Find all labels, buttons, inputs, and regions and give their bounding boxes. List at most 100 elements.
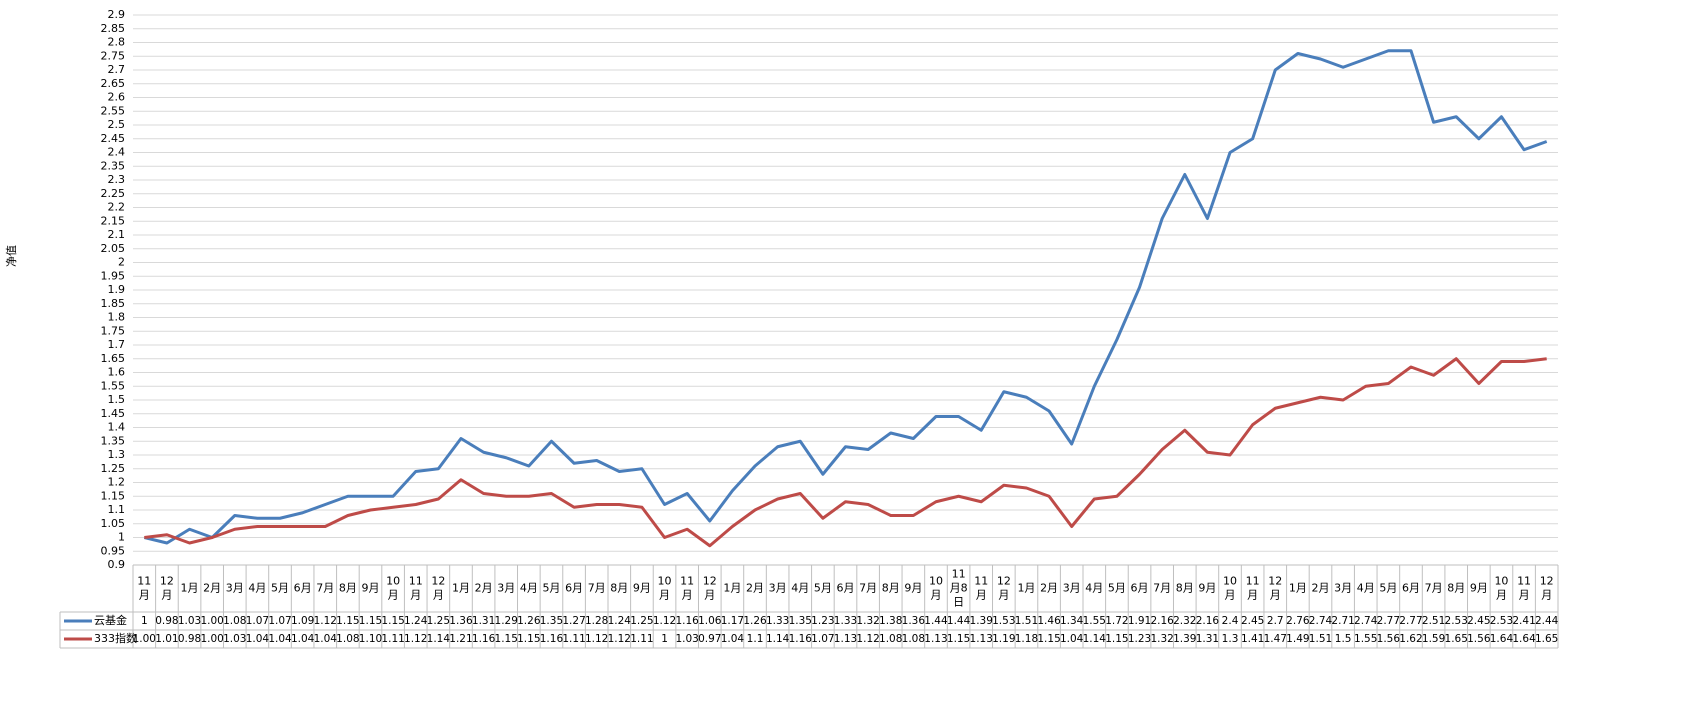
table-value: 1.12 bbox=[404, 633, 427, 645]
table-value: 1.31 bbox=[1196, 633, 1219, 645]
table-value: 1.04 bbox=[1060, 633, 1084, 645]
x-tick-label: 4月 bbox=[1357, 582, 1375, 595]
table-value: 1.28 bbox=[585, 615, 608, 627]
table-value: 1.27 bbox=[562, 615, 585, 627]
table-value: 1.14 bbox=[427, 633, 451, 645]
table-value: 1.01 bbox=[155, 633, 178, 645]
table-value: 1.35 bbox=[540, 615, 563, 627]
table-value: 2.7 bbox=[1267, 615, 1284, 627]
x-tick-label: 6月 bbox=[294, 582, 312, 595]
table-value: 2.32 bbox=[1173, 615, 1196, 627]
table-value: 2.53 bbox=[1490, 615, 1513, 627]
y-tick-label: 2.6 bbox=[108, 91, 126, 104]
table-value: 1.00 bbox=[200, 615, 223, 627]
x-tick-label: 4月 bbox=[248, 582, 266, 595]
x-tick-label: 6月 bbox=[1402, 582, 1420, 595]
table-value: 1.51 bbox=[1309, 633, 1332, 645]
table-value: 1.12 bbox=[314, 615, 337, 627]
x-tick-label: 11 月 bbox=[137, 575, 151, 602]
table-value: 1.65 bbox=[1445, 633, 1468, 645]
table-value: 1.16 bbox=[540, 633, 564, 645]
table-value: 1.13 bbox=[924, 633, 947, 645]
x-tick-label: 12 月 bbox=[997, 575, 1011, 602]
table-value: 1.29 bbox=[495, 615, 518, 627]
x-tick-label: 2月 bbox=[475, 582, 493, 595]
y-tick-label: 1.75 bbox=[101, 324, 126, 337]
x-tick-label: 10 月 bbox=[1494, 575, 1508, 602]
y-tick-label: 1.5 bbox=[108, 393, 126, 406]
x-tick-label: 6月 bbox=[565, 582, 583, 595]
y-tick-label: 1 bbox=[118, 531, 125, 544]
table-value: 1.13 bbox=[970, 633, 993, 645]
table-value: 0.98 bbox=[155, 615, 178, 627]
table-value: 1.24 bbox=[608, 615, 632, 627]
table-value: 1.72 bbox=[1105, 615, 1128, 627]
x-tick-label: 5月 bbox=[1379, 582, 1397, 595]
table-value: 1.44 bbox=[924, 615, 948, 627]
table-value: 1.33 bbox=[834, 615, 857, 627]
x-tick-label: 9月 bbox=[1198, 582, 1216, 595]
x-tick-label: 7月 bbox=[588, 582, 606, 595]
table-value: 1.12 bbox=[585, 633, 608, 645]
table-value: 1.15 bbox=[517, 633, 540, 645]
table-value: 1.26 bbox=[743, 615, 767, 627]
table-value: 1.15 bbox=[947, 633, 970, 645]
table-value: 1.39 bbox=[970, 615, 993, 627]
x-tick-label: 10 月 bbox=[658, 575, 672, 602]
y-tick-label: 2.45 bbox=[101, 132, 126, 145]
y-tick-label: 2.5 bbox=[108, 118, 126, 131]
table-value: 1.19 bbox=[992, 633, 1015, 645]
table-value: 1.25 bbox=[630, 615, 653, 627]
y-tick-label: 2.15 bbox=[101, 214, 126, 227]
table-value: 1.12 bbox=[653, 615, 676, 627]
y-tick-label: 1.65 bbox=[101, 352, 126, 365]
table-value: 1.5 bbox=[1335, 633, 1352, 645]
table-value: 1 bbox=[661, 633, 668, 645]
table-value: 1.10 bbox=[359, 633, 382, 645]
series-line bbox=[143, 49, 1548, 545]
table-value: 1.03 bbox=[178, 615, 201, 627]
x-tick-label: 10 月 bbox=[386, 575, 400, 602]
y-tick-label: 1.9 bbox=[108, 283, 126, 296]
table-value: 1.07 bbox=[268, 615, 291, 627]
x-tick-label: 9月 bbox=[362, 582, 380, 595]
y-tick-label: 2.3 bbox=[108, 173, 126, 186]
table-value: 1.04 bbox=[721, 633, 745, 645]
table-value: 1.64 bbox=[1512, 633, 1536, 645]
y-tick-label: 1.95 bbox=[101, 269, 126, 282]
table-value: 1.08 bbox=[223, 615, 246, 627]
y-tick-label: 2.65 bbox=[101, 77, 126, 90]
table-value: 1.38 bbox=[879, 615, 902, 627]
table-value: 1.39 bbox=[1173, 633, 1196, 645]
table-value: 1.07 bbox=[811, 633, 834, 645]
y-tick-label: 0.95 bbox=[101, 544, 126, 557]
x-tick-label: 5月 bbox=[271, 582, 289, 595]
legend-label: 333指数 bbox=[94, 631, 137, 645]
series-line bbox=[144, 357, 1547, 548]
y-tick-label: 0.9 bbox=[108, 558, 126, 571]
x-tick-label: 11 月 bbox=[680, 575, 694, 602]
y-tick-label: 2.05 bbox=[101, 242, 126, 255]
table-value: 1.46 bbox=[1037, 615, 1061, 627]
x-tick-label: 6月 bbox=[1131, 582, 1149, 595]
table-value: 1.91 bbox=[1128, 615, 1151, 627]
table-value: 1.16 bbox=[789, 633, 813, 645]
table-value: 1.32 bbox=[1150, 633, 1173, 645]
x-tick-label: 12 月 bbox=[1540, 575, 1554, 602]
table-value: 1.14 bbox=[766, 633, 790, 645]
x-tick-label: 9月 bbox=[1470, 582, 1488, 595]
x-tick-label: 3月 bbox=[497, 582, 515, 595]
y-tick-label: 1.4 bbox=[108, 421, 126, 434]
y-tick-label: 1.45 bbox=[101, 407, 126, 420]
table-value: 1.49 bbox=[1286, 633, 1309, 645]
table-value: 2.77 bbox=[1399, 615, 1422, 627]
table-value: 2.16 bbox=[1196, 615, 1220, 627]
x-tick-label: 5月 bbox=[814, 582, 832, 595]
table-value: 1.23 bbox=[1128, 633, 1151, 645]
table-value: 1.36 bbox=[449, 615, 473, 627]
x-tick-label: 7月 bbox=[1425, 582, 1443, 595]
table-value: 1.33 bbox=[766, 615, 789, 627]
table-value: 1.06 bbox=[698, 615, 722, 627]
x-tick-label: 5月 bbox=[542, 582, 560, 595]
table-value: 1.08 bbox=[879, 633, 902, 645]
